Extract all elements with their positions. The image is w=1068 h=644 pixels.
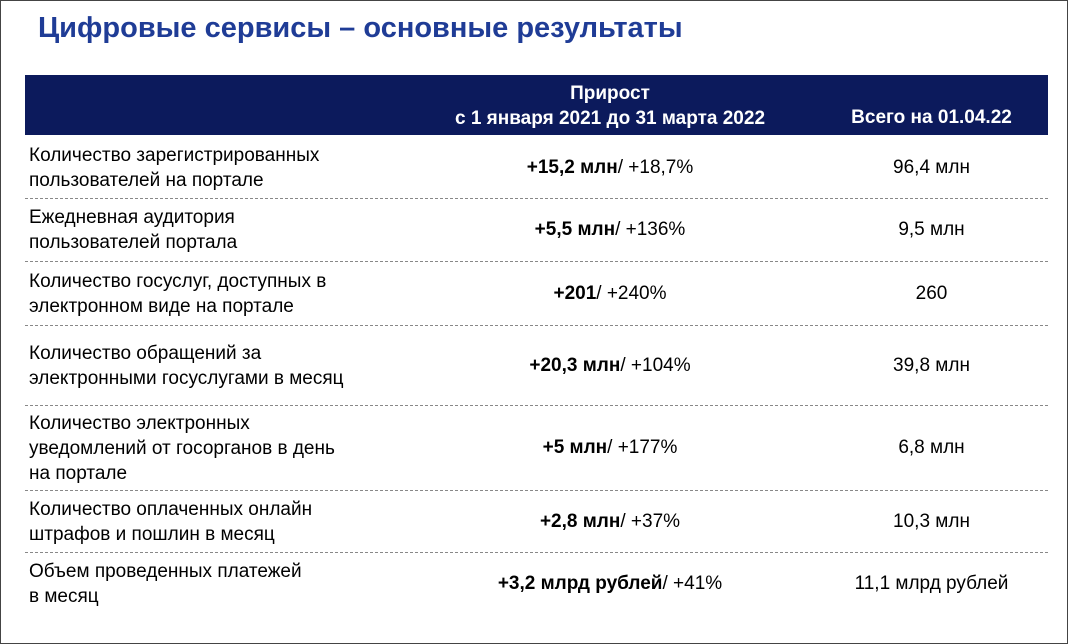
growth-absolute: +5,5 млн [534, 219, 616, 240]
table-header: Прирост с 1 января 2021 до 31 марта 2022 … [25, 75, 1048, 135]
growth-percent: / +177% [607, 437, 678, 458]
row-label: Количество зарегистрированных пользовател… [29, 138, 319, 198]
label-line: штрафов и пошлин в месяц [29, 523, 275, 545]
total-cell: 96,4 млн [893, 157, 970, 178]
growth-cell: +20,3 млн / +104% [405, 326, 815, 405]
row-label: Количество электронных уведомлений от гос… [29, 406, 335, 490]
label-line: Количество зарегистрированных [29, 145, 320, 166]
growth-cell: +15,2 млн / +18,7% [405, 138, 815, 198]
total-cell: 39,8 млн [893, 354, 970, 376]
total-cell: 9,5 млн [898, 219, 965, 240]
table-row: Количество зарегистрированных пользовател… [25, 138, 1048, 199]
growth-absolute: +15,2 млн [526, 157, 618, 178]
label-line: электронном виде на портале [29, 295, 294, 317]
header-line: с 1 января 2021 до 31 марта 2022 [454, 108, 766, 129]
label-line: пользователей на портале [29, 170, 264, 191]
label-line: электронными госуслугами в месяц [29, 367, 344, 389]
growth-absolute: +2,8 млн [539, 510, 621, 532]
table-row: Количество обращений за электронными госу… [25, 326, 1048, 406]
growth-percent: / +136% [615, 219, 686, 240]
label-line: на портале [29, 462, 128, 484]
table-row: Объем проведенных платежей в месяц +3,2 мл… [25, 553, 1048, 614]
growth-percent: / +18,7% [617, 157, 694, 178]
growth-cell: +5 млн / +177% [405, 406, 815, 490]
header-line: Прирост [570, 83, 650, 104]
growth-cell: +3,2 млрд рублей / +41% [405, 553, 815, 614]
growth-absolute: +201 [553, 282, 597, 304]
table-row: Ежедневная аудитория пользователей портал… [25, 199, 1048, 262]
table-row: Количество электронных уведомлений от гос… [25, 406, 1048, 491]
label-line: Количество госуслуг, доступных в [29, 270, 327, 292]
row-label: Объем проведенных платежей в месяц [29, 553, 302, 614]
row-label: Количество обращений за электронными госу… [29, 326, 344, 405]
label-line: уведомлений от госорганов в день [29, 437, 335, 459]
growth-absolute: +3,2 млрд рублей [497, 572, 663, 594]
growth-cell: +201 / +240% [405, 262, 815, 325]
growth-cell: +5,5 млн / +136% [405, 199, 815, 261]
label-line: Количество оплаченных онлайн [29, 498, 313, 520]
growth-header: Прирост с 1 января 2021 до 31 марта 2022 [405, 81, 815, 131]
title: Цифровые сервисы – основные результаты [38, 12, 683, 44]
row-label: Количество госуслуг, доступных в электрон… [29, 262, 326, 325]
growth-absolute: +20,3 млн [529, 354, 621, 376]
growth-absolute: +5 млн [542, 437, 608, 458]
table-row: Количество оплаченных онлайн штрафов и по… [25, 491, 1048, 553]
row-label: Количество оплаченных онлайн штрафов и по… [29, 491, 312, 552]
growth-percent: / +104% [620, 354, 691, 376]
total-cell: 10,3 млн [893, 510, 970, 532]
label-line: в месяц [29, 585, 99, 607]
label-line: Количество обращений за [29, 342, 262, 364]
total-cell: 260 [915, 282, 948, 304]
row-label: Ежедневная аудитория пользователей портал… [29, 199, 237, 261]
table-row: Количество госуслуг, доступных в электрон… [25, 262, 1048, 326]
growth-cell: +2,8 млн / +37% [405, 491, 815, 552]
total-header: Всего на 01.04.22 [851, 107, 1012, 128]
label-line: Количество электронных [29, 412, 250, 434]
growth-percent: / +41% [662, 572, 723, 594]
label-line: Ежедневная аудитория [29, 207, 235, 228]
total-cell: 11,1 млрд рублей [854, 572, 1009, 594]
total-cell: 6,8 млн [898, 437, 965, 458]
label-line: пользователей портала [29, 232, 238, 253]
label-line: Объем проведенных платежей [29, 560, 302, 582]
growth-percent: / +37% [620, 510, 681, 532]
growth-percent: / +240% [596, 282, 667, 304]
